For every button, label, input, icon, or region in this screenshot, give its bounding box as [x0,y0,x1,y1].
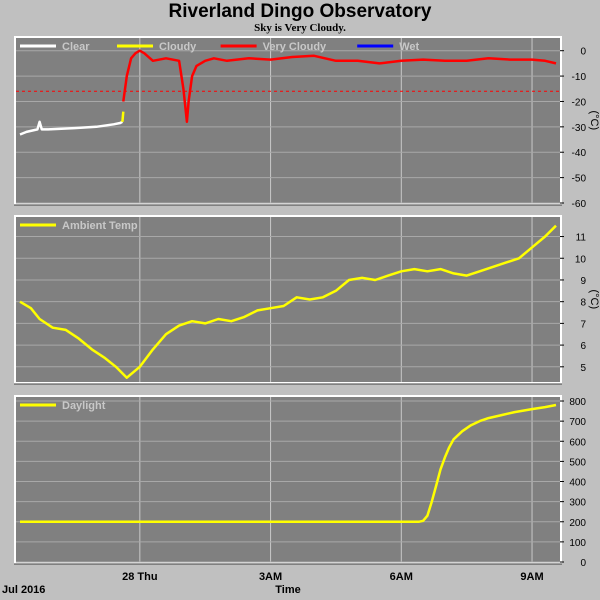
legend-label: Clear [62,41,90,53]
y-tick-label: 600 [569,437,586,448]
y-tick-label: 500 [569,457,586,468]
y-tick-label: 11 [576,233,587,244]
x-tick-label: 6AM [390,571,413,583]
legend-label: Ambient Temp [62,220,138,232]
y-unit-label: (°C) [588,290,600,310]
series-line-cloudy [121,111,125,122]
y-tick-label: 0 [580,47,586,58]
y-tick-label: -20 [572,97,587,108]
x-tick-label: 28 Thu [122,571,157,583]
y-tick-label: 10 [575,254,587,265]
series-line-clear [19,120,123,136]
x-axis-label: Time [275,584,300,596]
y-tick-label: -60 [572,199,587,210]
y-tick-label: -30 [572,123,587,134]
y-tick-label: 400 [569,478,586,489]
plot-area [16,397,560,562]
series-line-ambient-temp [19,224,557,379]
y-tick-label: -40 [572,148,587,159]
legend-label: Wet [399,41,419,53]
legend-label: Cloudy [159,41,197,53]
y-tick-label: 700 [569,417,586,428]
x-tick-label: 9AM [520,571,543,583]
y-tick-label: 9 [580,276,586,287]
y-tick-label: -50 [572,174,587,185]
plot-area [16,38,560,203]
legend-label: Daylight [62,400,106,412]
y-tick-label: -10 [572,72,587,83]
y-tick-label: 800 [569,397,586,408]
chart-title: Riverland Dingo Observatory [168,1,432,22]
series-line-very-cloudy [122,49,557,124]
y-tick-label: 6 [580,341,586,352]
panel-daylight: 0 100 200 300 400 500 600 700 800 Daylight [14,395,586,569]
y-tick-label: 0 [580,558,586,569]
plot-area [16,217,560,382]
y-unit-label: (°C) [588,111,600,131]
y-tick-label: 8 [580,298,586,309]
panel-sky: 0 -10 -20 -30 -40 -50 -60 (°C) Clear Cloudy Very C… [14,36,600,210]
series-line-daylight [20,403,557,524]
panel-ambient: 5 6 7 8 9 10 11 (°C) Ambient Temp [14,215,600,385]
y-tick-label: 7 [580,319,586,330]
x-tick-label: 3AM [259,571,282,583]
sky-status-subtitle: Sky is Very Cloudy. [254,22,346,34]
y-tick-label: 100 [569,538,586,549]
y-tick-label: 200 [569,518,586,529]
legend-label: Very Cloudy [263,41,327,53]
y-tick-label: 5 [580,363,586,374]
x-date-label: Jul 2016 [2,584,45,596]
y-tick-label: 300 [569,498,586,509]
